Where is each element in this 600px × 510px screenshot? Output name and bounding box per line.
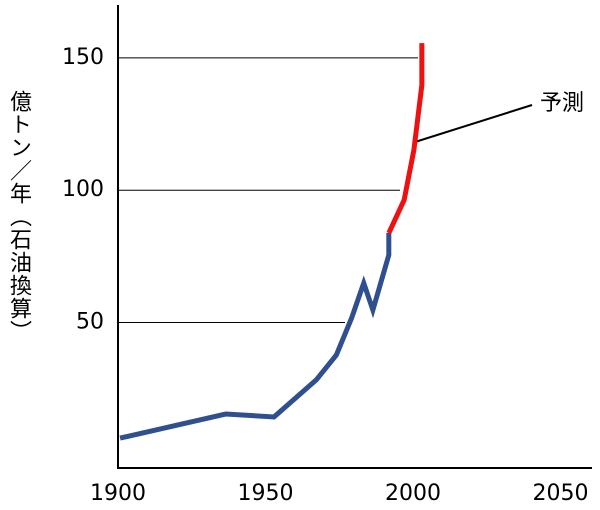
annotation-leader xyxy=(414,104,533,143)
x-tick-label: 2000 xyxy=(385,481,441,506)
data-line xyxy=(119,233,392,441)
x-tick-label: 1950 xyxy=(238,481,294,506)
data-line xyxy=(386,43,425,235)
y-axis-label: 億トン／年（石油換算） xyxy=(6,90,31,343)
y-tick-label: 150 xyxy=(62,45,104,70)
y-tick-label: 100 xyxy=(62,177,104,202)
x-tick-label: 1900 xyxy=(90,481,146,506)
annotation: 予測 xyxy=(540,91,584,116)
y-tick-label: 50 xyxy=(76,309,104,334)
x-tick-label: 2050 xyxy=(533,481,589,506)
